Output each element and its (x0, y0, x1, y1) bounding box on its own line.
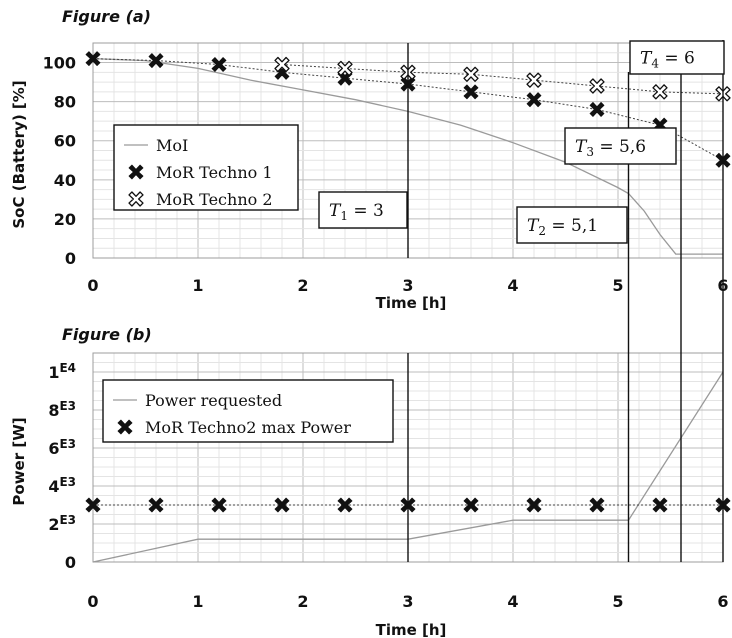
x-tick-label: 3 (402, 592, 413, 611)
legend-label: Power requested (145, 391, 282, 410)
annotation-label: T3 = 5,6 (575, 137, 646, 159)
data-point (85, 497, 101, 513)
y-tick-label: 4E3 (48, 475, 76, 496)
y-tick-labels: 0 2E3 4E3 6E3 8E3 1E4 (48, 361, 76, 572)
x-tick-label: 2 (297, 276, 308, 295)
x-tick-label: 5 (612, 592, 623, 611)
y-tick-label: 20 (54, 210, 76, 229)
series-line (92, 371, 724, 563)
x-tick-label: 0 (87, 592, 98, 611)
data-point (148, 53, 164, 68)
y-tick-label: 2E3 (48, 513, 76, 534)
x-axis-title: Time [h] (376, 294, 447, 312)
data-point (211, 497, 227, 513)
data-point (463, 66, 479, 82)
legend-swatch (117, 419, 133, 435)
y-tick-label: 0 (65, 249, 76, 268)
annotations: T1 = 3 T2 = 5,1 T3 = 5,6 T4 = 6 (318, 40, 725, 244)
y-tick-label: 40 (54, 171, 76, 190)
chart-title: Figure (a) (62, 7, 151, 26)
data-point (526, 72, 542, 88)
data-point (652, 497, 668, 513)
y-tick-label: 80 (54, 93, 76, 112)
y-tick-label: 100 (43, 54, 76, 73)
data-point (337, 497, 353, 513)
data-point (526, 92, 542, 108)
series-line (92, 57, 723, 255)
data-point (589, 102, 605, 117)
series-connector (281, 64, 724, 95)
legend-label: MoR Techno 1 (156, 163, 273, 182)
data-point (274, 56, 290, 73)
data-point (85, 51, 101, 67)
y-axis-title: Power [W] (10, 417, 28, 505)
chart-panel-b: Figure (b) 0 1 2 3 4 5 6 0 2E3 4E3 6E3 8E3 1E4 Time [h… (10, 325, 731, 638)
legend-box (102, 379, 394, 443)
legend-a: MoI MoR Techno 1 MoR Techno 2 (113, 124, 299, 211)
y-tick-label: 60 (54, 132, 76, 151)
x-tick-label: 4 (507, 276, 518, 295)
legend-swatch (128, 191, 144, 207)
y-tick-label: 6E3 (48, 437, 76, 458)
y-axis-title: SoC (Battery) [%] (10, 80, 28, 228)
chart-title: Figure (b) (62, 325, 152, 344)
annotation-label: T1 = 3 (329, 201, 384, 223)
legend-b: Power requested MoR Techno2 max Power (102, 379, 394, 443)
y-tick-labels: 0 20 40 60 80 100 (43, 54, 76, 268)
data-point (337, 60, 353, 77)
annotation-box (564, 127, 677, 165)
data-point (589, 78, 605, 94)
legend-box (113, 124, 299, 211)
data-point (526, 497, 542, 513)
series-power-requested (92, 371, 724, 563)
x-tick-label: 2 (297, 592, 308, 611)
x-tick-label: 5 (612, 276, 623, 295)
legend-swatch (128, 164, 144, 180)
x-axis-title: Time [h] (376, 621, 447, 638)
x-tick-label: 1 (192, 276, 203, 295)
legend-label: MoI (156, 136, 188, 155)
x-tick-labels: 0 1 2 3 4 5 6 (87, 592, 728, 611)
annotation-box (318, 191, 408, 229)
x-tick-label: 4 (507, 592, 518, 611)
legend-label: MoR Techno2 max Power (145, 418, 351, 437)
x-tick-label: 0 (87, 276, 98, 295)
legend-label: MoR Techno 2 (156, 190, 273, 209)
annotation-label: T4 = 6 (640, 49, 695, 71)
series-moi (92, 57, 723, 255)
data-point (463, 497, 479, 513)
y-tick-label: 8E3 (48, 399, 76, 420)
x-tick-label: 3 (402, 276, 413, 295)
y-tick-label: 1E4 (48, 361, 76, 382)
data-point (589, 497, 605, 513)
y-tick-label: 0 (65, 553, 76, 572)
annotation-box (629, 40, 725, 75)
x-tick-label: 6 (717, 592, 728, 611)
series-mor-techno2-max-power (85, 497, 731, 513)
annotation-label: T2 = 5,1 (527, 216, 598, 238)
series-mor-techno-1 (85, 51, 731, 168)
data-point (211, 57, 227, 72)
time-markers (407, 40, 724, 562)
data-point (148, 497, 164, 513)
x-tick-label: 1 (192, 592, 203, 611)
data-point (652, 84, 668, 100)
annotation-box (516, 206, 628, 244)
data-point (274, 497, 290, 513)
data-point (463, 84, 479, 100)
